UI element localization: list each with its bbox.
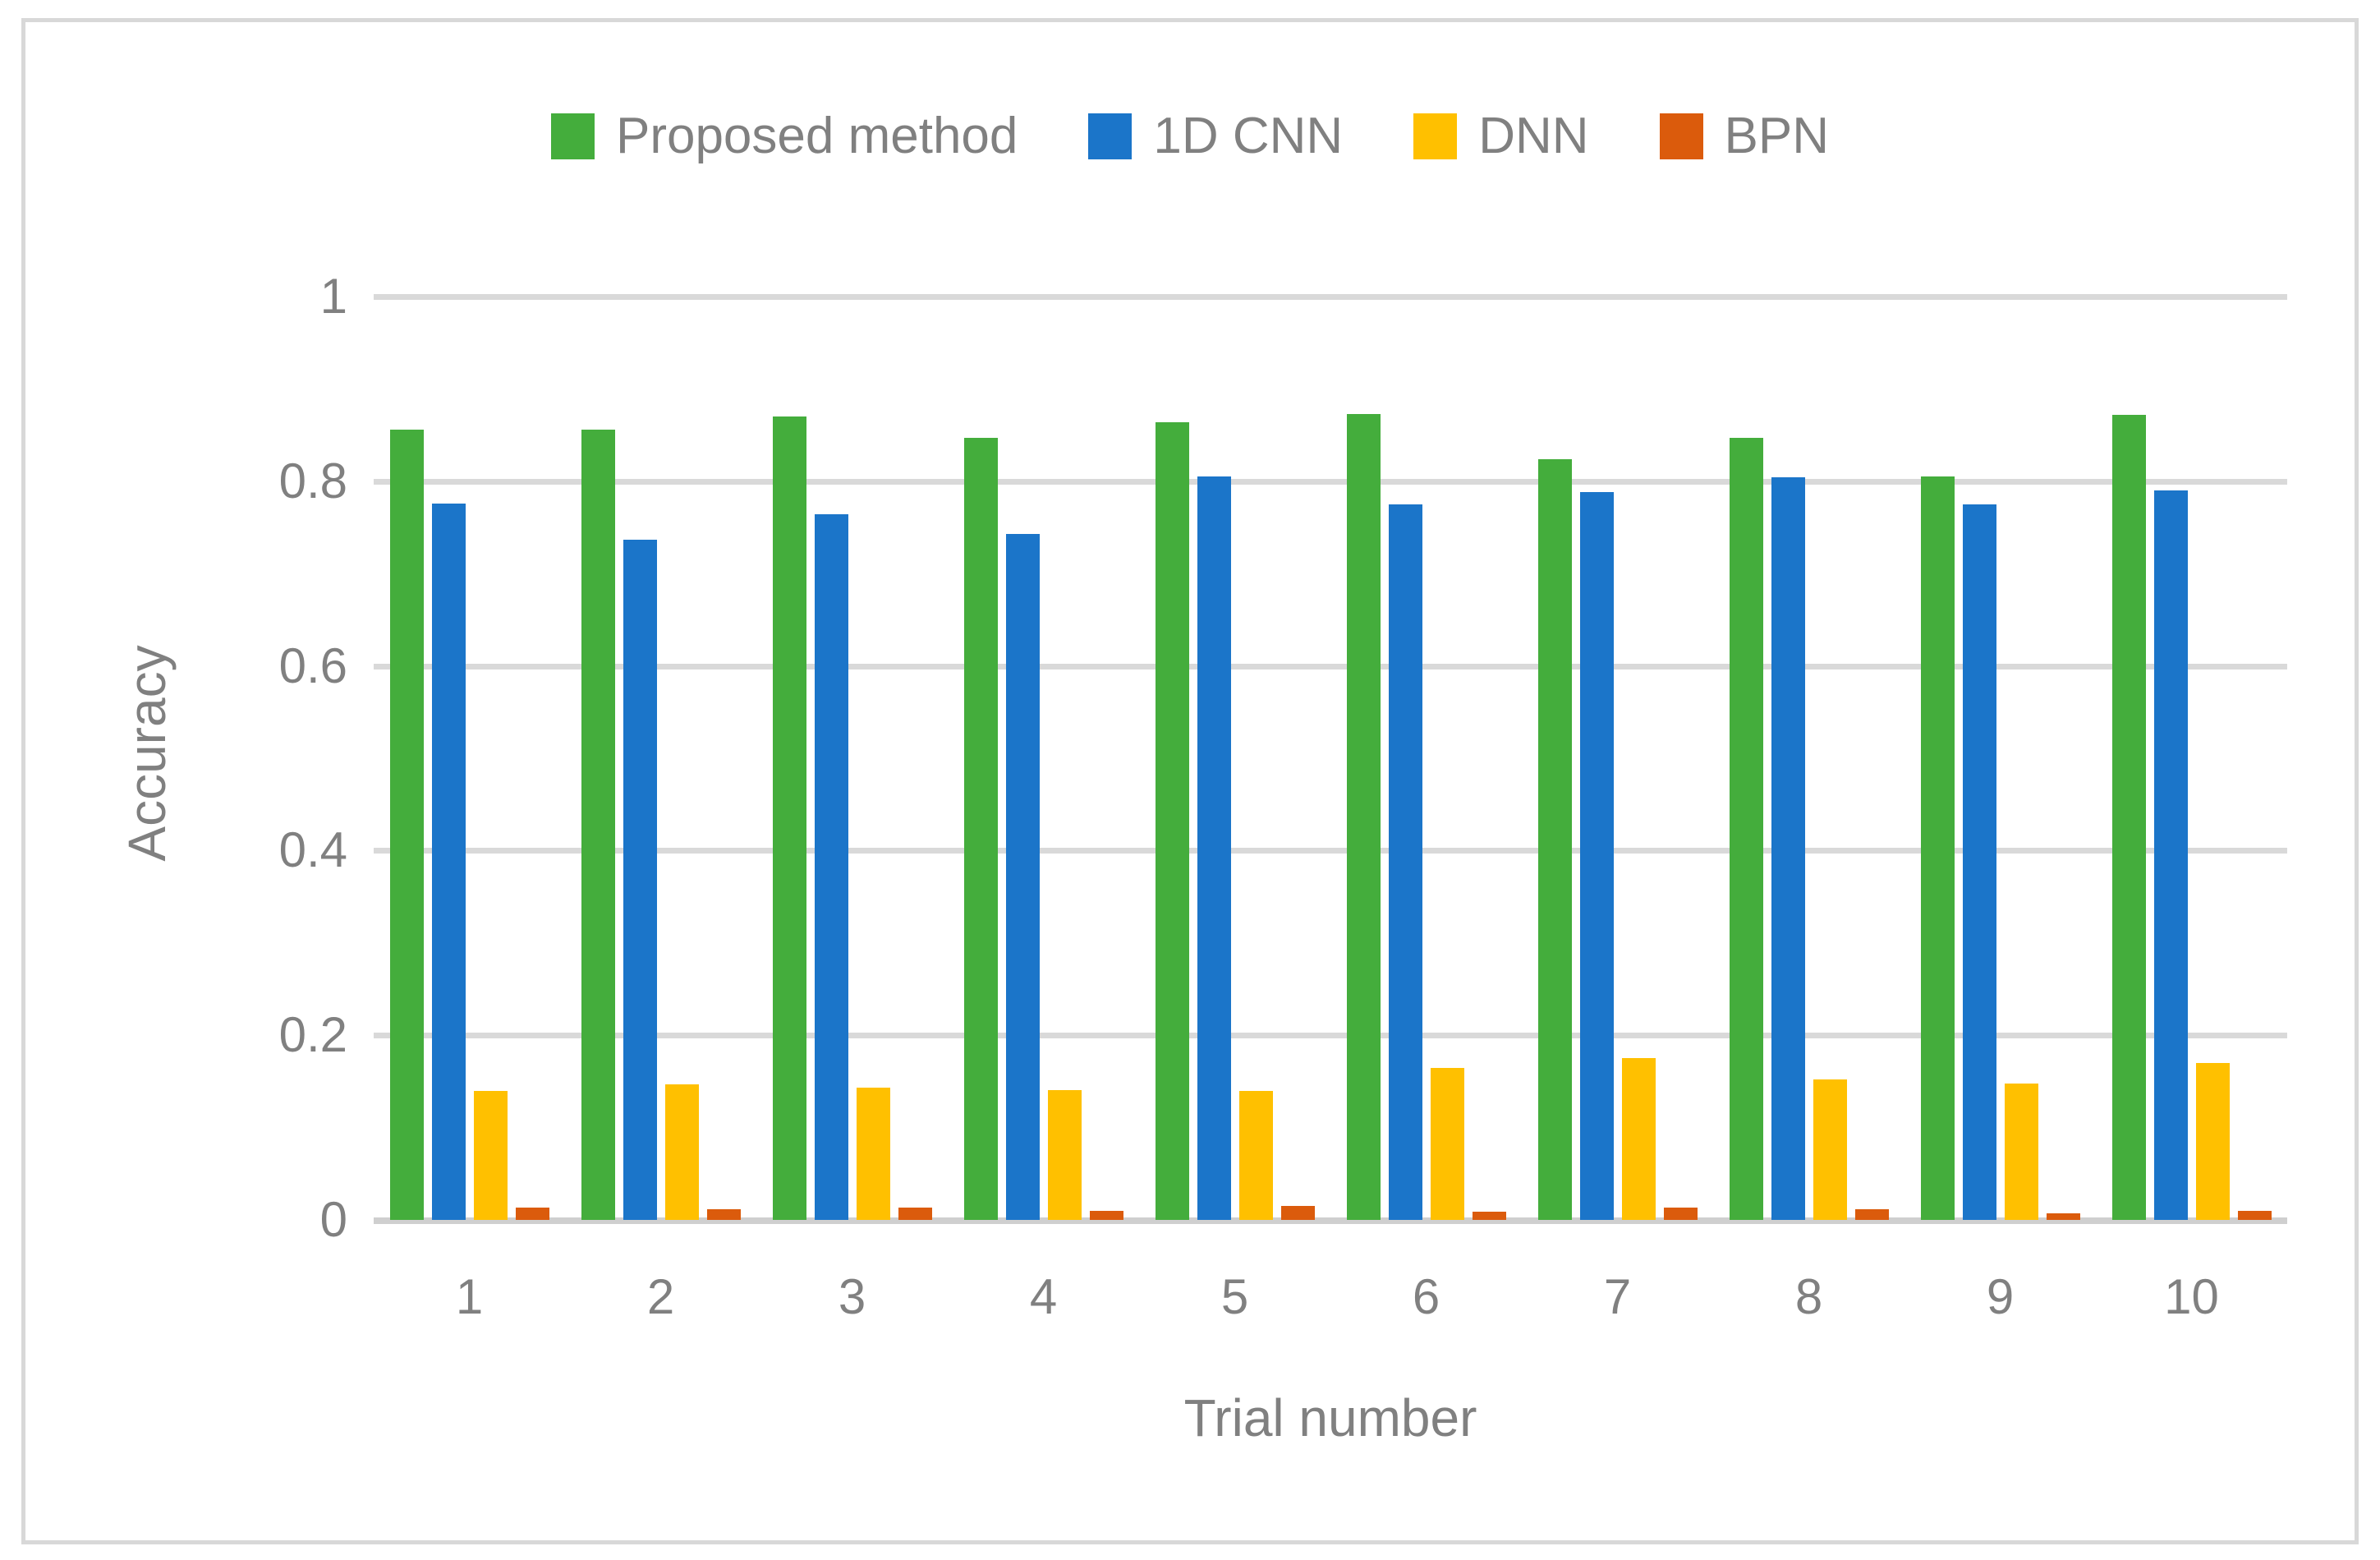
- bar-bpn-trial-5: [1281, 1206, 1315, 1220]
- bar-dnn-trial-9: [2005, 1084, 2038, 1220]
- bar-dnn-trial-2: [665, 1084, 699, 1220]
- bar-proposed-method-trial-4: [964, 438, 998, 1220]
- legend: Proposed method 1D CNN DNN BPN: [25, 111, 2355, 162]
- bar-bpn-trial-8: [1855, 1209, 1889, 1220]
- bar-dnn-trial-8: [1813, 1079, 1847, 1220]
- y-tick-label: 0.4: [278, 822, 347, 877]
- chart-area: Proposed method 1D CNN DNN BPN Accuracy Tri…: [25, 22, 2355, 1540]
- legend-item-proposed-method: Proposed method: [550, 108, 1018, 164]
- bar-bpn-trial-9: [2047, 1213, 2080, 1220]
- legend-swatch-icon: [1088, 113, 1133, 159]
- bar-dnn-trial-7: [1622, 1058, 1656, 1220]
- gridline: [374, 1033, 2287, 1038]
- x-tick-label: 6: [1412, 1269, 1440, 1324]
- legend-item-1d-cnn: 1D CNN: [1088, 111, 1343, 162]
- x-tick-label: 5: [1220, 1269, 1249, 1324]
- y-tick-label: 0.6: [278, 638, 347, 693]
- bar-dnn-trial-3: [857, 1088, 890, 1220]
- gridline: [374, 848, 2287, 854]
- bar-proposed-method-trial-2: [581, 430, 615, 1220]
- legend-item-bpn: BPN: [1659, 108, 1830, 164]
- gridline: [374, 1217, 2287, 1224]
- x-tick-label: 3: [838, 1269, 866, 1324]
- bar-dnn-trial-5: [1239, 1091, 1273, 1220]
- y-tick-label: 0.8: [278, 453, 347, 508]
- legend-label: BPN: [1724, 108, 1830, 164]
- bar-1d-cnn-trial-5: [1197, 476, 1231, 1220]
- legend-swatch-icon: [1659, 113, 1703, 159]
- chart-figure: Proposed method 1D CNN DNN BPN Accuracy Tri…: [21, 18, 2359, 1544]
- bar-proposed-method-trial-6: [1347, 414, 1381, 1220]
- bar-bpn-trial-7: [1664, 1208, 1698, 1220]
- bar-proposed-method-trial-5: [1156, 422, 1189, 1220]
- y-tick-label: 0: [319, 1192, 347, 1247]
- bar-bpn-trial-3: [898, 1208, 932, 1220]
- bar-bpn-trial-6: [1473, 1212, 1506, 1220]
- legend-swatch-icon: [550, 113, 595, 159]
- bar-bpn-trial-4: [1090, 1211, 1123, 1220]
- bar-bpn-trial-2: [707, 1209, 741, 1220]
- gridline: [374, 294, 2287, 300]
- bar-dnn-trial-10: [2196, 1063, 2230, 1220]
- bar-1d-cnn-trial-7: [1580, 492, 1614, 1220]
- legend-item-dnn: DNN: [1413, 108, 1589, 164]
- legend-label: DNN: [1478, 108, 1589, 164]
- bar-1d-cnn-trial-3: [815, 514, 848, 1220]
- bar-1d-cnn-trial-6: [1389, 504, 1422, 1220]
- x-tick-label: 8: [1794, 1269, 1823, 1324]
- bar-proposed-method-trial-1: [390, 430, 424, 1220]
- legend-label: 1D CNN: [1153, 108, 1344, 164]
- y-tick-label: 1: [319, 269, 347, 324]
- bar-bpn-trial-10: [2238, 1211, 2272, 1220]
- bar-1d-cnn-trial-1: [432, 504, 466, 1220]
- x-tick-label: 10: [2164, 1269, 2219, 1324]
- bar-proposed-method-trial-3: [773, 416, 806, 1220]
- bar-1d-cnn-trial-10: [2154, 490, 2188, 1220]
- bar-proposed-method-trial-8: [1730, 438, 1763, 1220]
- bar-dnn-trial-6: [1431, 1068, 1464, 1220]
- bar-1d-cnn-trial-4: [1006, 534, 1040, 1220]
- bar-proposed-method-trial-7: [1538, 459, 1572, 1220]
- x-tick-label: 7: [1603, 1269, 1632, 1324]
- gridline: [374, 664, 2287, 670]
- x-tick-label: 1: [455, 1269, 484, 1324]
- x-tick-label: 2: [646, 1269, 675, 1324]
- bar-dnn-trial-4: [1048, 1090, 1082, 1220]
- bar-proposed-method-trial-10: [2112, 415, 2146, 1220]
- legend-swatch-icon: [1413, 113, 1458, 159]
- bar-bpn-trial-1: [516, 1208, 549, 1220]
- gridline: [374, 479, 2287, 485]
- bar-proposed-method-trial-9: [1921, 476, 1955, 1220]
- bar-1d-cnn-trial-8: [1771, 477, 1805, 1220]
- y-tick-label: 0.2: [278, 1007, 347, 1062]
- x-tick-label: 4: [1029, 1269, 1058, 1324]
- bar-1d-cnn-trial-2: [623, 540, 657, 1220]
- bar-1d-cnn-trial-9: [1963, 504, 1996, 1220]
- bar-dnn-trial-1: [474, 1091, 508, 1220]
- x-tick-label: 9: [1986, 1269, 2015, 1324]
- legend-label: Proposed method: [615, 108, 1018, 164]
- x-axis-title: Trial number: [1183, 1388, 1477, 1447]
